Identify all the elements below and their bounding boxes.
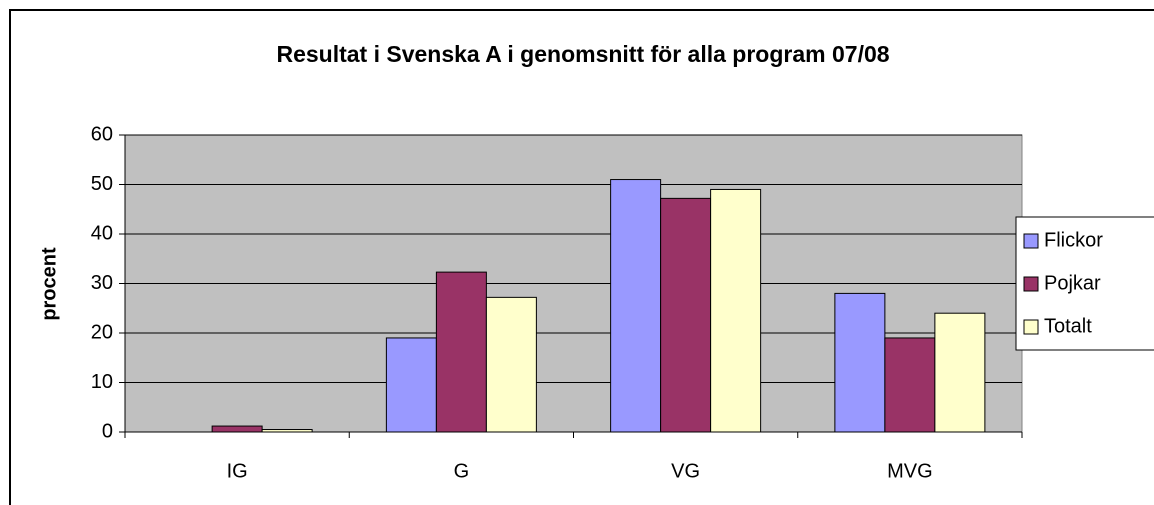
bar (610, 179, 662, 433)
legend-label: Totalt (1044, 315, 1092, 337)
x-tick-label: IG (227, 460, 248, 482)
legend-swatch (1023, 319, 1039, 335)
y-tick-label: 60 (91, 123, 113, 145)
x-tick-label: MVG (887, 460, 933, 482)
bar (884, 337, 936, 433)
y-tick-label: 30 (91, 272, 113, 294)
y-tick-label: 0 (102, 420, 113, 442)
bar (385, 337, 437, 433)
bar (435, 271, 487, 433)
chart-title: Resultat i Svenska A i genomsnitt för al… (276, 41, 889, 67)
y-tick-label: 50 (91, 173, 113, 195)
bar (834, 292, 886, 433)
legend-label: Pojkar (1044, 272, 1101, 294)
y-axis-label: procent (38, 247, 60, 321)
bar (934, 312, 986, 433)
y-tick-label: 40 (91, 222, 113, 244)
x-tick-label: VG (671, 460, 700, 482)
bar (485, 296, 537, 433)
y-tick-label: 10 (91, 371, 113, 393)
legend-label: Flickor (1044, 229, 1103, 251)
bar (660, 197, 712, 433)
legend-swatch (1023, 233, 1039, 249)
y-tick-label: 20 (91, 321, 113, 343)
bar (211, 425, 263, 433)
x-tick-label: G (454, 460, 470, 482)
legend-swatch (1023, 276, 1039, 292)
bar (710, 188, 762, 433)
legend-box (1015, 216, 1154, 351)
